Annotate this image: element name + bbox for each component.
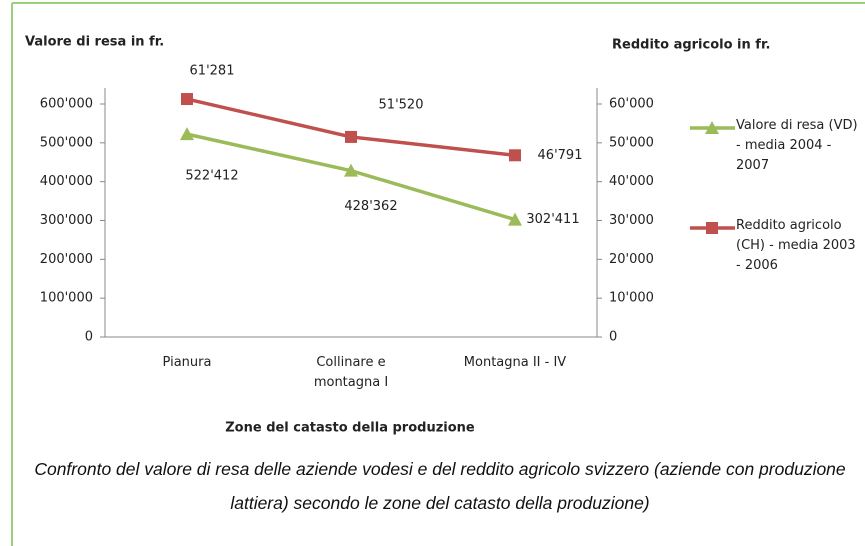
data-label: 61'281 [190, 64, 235, 79]
legend-label-box: Valore di resa (VD) - media 2004 - 2007 [736, 118, 858, 173]
x-tick-label-box: Collinare e montagna I [313, 355, 389, 390]
y-tick-label: 600'000 [40, 97, 93, 112]
y2-tick-label: 10'000 [609, 291, 654, 306]
x-tick-label: Pianura [162, 355, 212, 370]
marker [181, 93, 193, 106]
y2-tick-label: 50'000 [609, 135, 654, 150]
y2-tick-label: 40'000 [609, 174, 654, 189]
x-axis-title: Zone del catasto della produzione [225, 421, 475, 436]
legend-marker [706, 222, 718, 234]
legend-label: Reddito agricolo (CH) - media 2003 - 200… [736, 218, 856, 273]
y2-axis-title: Reddito agricolo in fr. [612, 38, 770, 53]
y2-tick-label: 0 [609, 330, 617, 345]
x-tick-label-box: Pianura [162, 355, 212, 370]
marker [180, 127, 194, 141]
x-tick-label: Collinare e montagna I [313, 355, 389, 390]
data-label: 428'362 [344, 199, 397, 214]
y2-tick-label: 60'000 [609, 97, 654, 112]
x-tick-label: Montagna II - IV [463, 355, 567, 370]
y2-tick-label: 20'000 [609, 252, 654, 267]
y-tick-label: 200'000 [40, 252, 93, 267]
data-label: 522'412 [185, 169, 238, 184]
y-tick-label: 400'000 [40, 174, 93, 189]
data-label: 46'791 [538, 148, 583, 163]
legend-marker [705, 121, 719, 134]
y2-tick-label: 30'000 [609, 213, 654, 228]
y-tick-label: 300'000 [40, 213, 93, 228]
y-axis-title: Valore di resa in fr. [25, 35, 164, 50]
y-tick-label: 100'000 [40, 291, 93, 306]
legend-label-box: Reddito agricolo (CH) - media 2003 - 200… [736, 218, 856, 273]
caption: Confronto del valore di resa delle azien… [34, 459, 846, 513]
data-label: 302'411 [526, 212, 579, 227]
marker [345, 130, 357, 143]
y-tick-label: 500'000 [40, 135, 93, 150]
marker [344, 163, 358, 177]
y-tick-label: 0 [85, 330, 93, 345]
legend-label: Valore di resa (VD) - media 2004 - 2007 [736, 118, 858, 173]
marker [508, 212, 522, 226]
marker [509, 149, 521, 162]
data-label: 51'520 [379, 97, 424, 112]
x-tick-label-box: Montagna II - IV [463, 355, 567, 370]
